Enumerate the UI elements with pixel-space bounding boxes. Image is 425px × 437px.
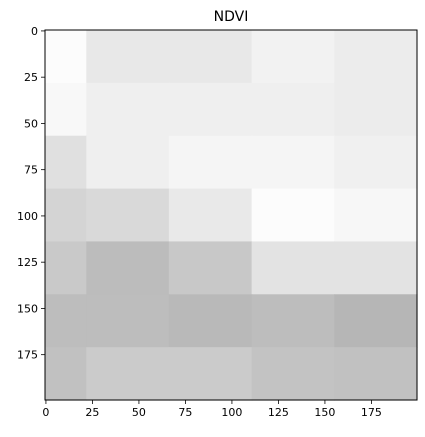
heatmap-cell [251,347,335,401]
heatmap-cell [45,188,87,243]
heatmap-cell [334,30,418,84]
heatmap-cell [251,188,335,243]
x-tick-label: 100 [221,406,242,419]
heatmap-cell [86,135,170,190]
heatmap-cells [45,30,418,401]
y-axis: 0 25 50 75 100 125 150 175 [17,25,45,362]
heatmap-cell [251,241,335,295]
heatmap-cell [334,188,418,243]
y-tick-label: 75 [24,164,38,177]
heatmap-cell [334,82,418,137]
x-tick-label: 75 [178,406,192,419]
heatmap-cell [251,135,335,190]
heatmap-cell [334,347,418,401]
x-tick-label: 125 [268,406,289,419]
x-tick-label: 0 [42,406,49,419]
heatmap-cell [168,82,253,137]
x-tick-label: 25 [85,406,99,419]
y-tick-label: 100 [17,210,38,223]
plot-frame [44,29,418,401]
y-tick-label: 25 [24,71,38,84]
heatmap-cell [251,30,335,84]
heatmap-cell [45,82,87,137]
heatmap-cell [45,30,87,84]
heatmap-cell [45,135,87,190]
heatmap-cell [334,241,418,295]
heatmap-cell [86,82,170,137]
y-tick-label: 0 [31,25,38,38]
heatmap-cell [45,294,87,348]
heatmap-cell [251,82,335,137]
heatmap-cell [168,347,253,401]
y-tick-label: 50 [24,117,38,130]
heatmap-cell [168,241,253,295]
heatmap-cell [334,135,418,190]
heatmap-cell [86,294,170,348]
heatmap-cell [45,347,87,401]
heatmap-cell [168,188,253,243]
heatmap-cell [45,241,87,295]
x-axis: 0 25 50 75 100 125 150 175 [42,400,382,419]
x-tick-label: 175 [361,406,382,419]
heatmap-cell [334,294,418,348]
y-tick-label: 175 [17,349,38,362]
x-tick-label: 50 [132,406,146,419]
y-tick-label: 150 [17,302,38,315]
heatmap-cell [168,294,253,348]
heatmap-cell [168,135,253,190]
y-tick-label: 125 [17,256,38,269]
chart-title: NDVI [214,9,249,25]
heatmap-cell [251,294,335,348]
heatmap-cell [86,347,170,401]
x-tick-label: 150 [314,406,335,419]
heatmap-cell [168,30,253,84]
heatmap-cell [86,188,170,243]
heatmap-cell [86,241,170,295]
heatmap-cell [86,30,170,84]
